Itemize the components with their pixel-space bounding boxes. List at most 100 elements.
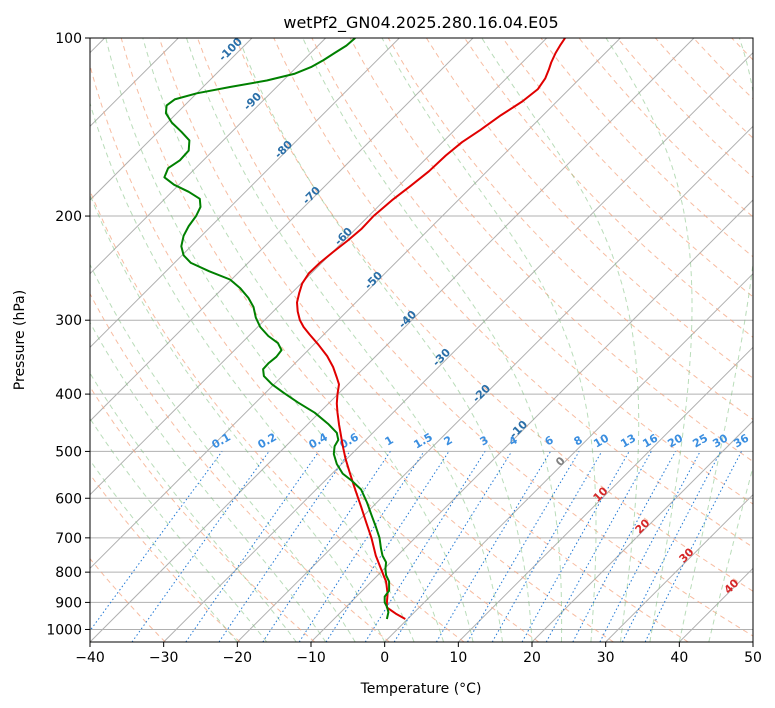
y-tick-label: 700 xyxy=(55,531,82,547)
dry-adiabat-label: -50 xyxy=(362,269,385,292)
isotherm-line xyxy=(90,38,474,422)
isotherm-line xyxy=(678,567,753,642)
dry-adiabat-label: -20 xyxy=(470,382,493,405)
dry-adiabat-label: -40 xyxy=(396,308,419,331)
moist-adiabat-line xyxy=(90,372,297,642)
moist-adiabat-line xyxy=(481,38,640,642)
isotherm-line xyxy=(90,38,621,570)
isotherm-line xyxy=(752,641,753,642)
y-tick-label: 400 xyxy=(55,387,82,403)
mixing-ratio-line xyxy=(435,451,552,642)
dry-adiabat-line xyxy=(90,292,390,642)
isotherm-line xyxy=(90,38,327,275)
mixing-ratio-label: 30 xyxy=(710,431,730,450)
mixing-ratio-line xyxy=(545,451,652,642)
dry-adiabat-line xyxy=(197,38,753,637)
mixing-ratio-label: 6 xyxy=(543,433,556,448)
isotherm-line xyxy=(457,346,753,642)
x-tick-label: −10 xyxy=(296,650,326,666)
x-tick-label: 10 xyxy=(449,650,467,666)
dry-adiabat-line xyxy=(90,189,465,642)
dry-adiabat-line xyxy=(655,38,753,139)
isotherm-line xyxy=(90,38,253,201)
mixing-ratio-line xyxy=(325,451,450,642)
mixing-ratio-label: 13 xyxy=(618,432,638,451)
moist-adiabat-line xyxy=(90,321,327,642)
x-tick-label: 0 xyxy=(380,650,389,666)
isotherm-line xyxy=(531,420,753,642)
dewpoint-line xyxy=(163,38,391,620)
moist-adiabat-line xyxy=(90,459,238,642)
x-tick-label: −30 xyxy=(149,650,179,666)
isotherm-line xyxy=(90,38,695,642)
x-tick-label: 30 xyxy=(597,650,615,666)
dry-adiabat-line xyxy=(502,38,753,298)
x-axis-label: Temperature (°C) xyxy=(360,681,482,697)
mixing-ratio-line xyxy=(621,451,722,642)
dry-adiabat-label: -30 xyxy=(430,346,453,369)
mixing-ratio-line xyxy=(218,451,351,642)
y-tick-label: 800 xyxy=(55,565,82,581)
mixing-ratio-label: 10 xyxy=(591,431,611,450)
dry-adiabat-line xyxy=(770,38,775,642)
isotherm-line xyxy=(163,51,753,642)
mixing-ratio-label: 1 xyxy=(383,433,396,448)
mixing-ratio-line xyxy=(90,451,223,632)
moist-adiabat-line xyxy=(186,38,503,642)
dry-adiabat-line xyxy=(90,385,316,642)
isotherm-line xyxy=(90,38,548,496)
mixing-ratio-label: 25 xyxy=(690,432,710,451)
dry-adiabat-label: -70 xyxy=(300,184,323,207)
y-axis-ticks: 1000 900 800 700 600 500 400 300 200 100 xyxy=(46,31,90,638)
moist-adiabat-line xyxy=(238,38,533,642)
mixing-ratio-line xyxy=(298,451,425,642)
plot-frame xyxy=(89,37,754,643)
mixing-ratio-line xyxy=(467,451,580,642)
dry-adiabat-line xyxy=(90,557,166,642)
isotherm-line xyxy=(90,38,400,349)
mixing-ratio-label: 0.4 xyxy=(307,430,331,451)
y-tick-label: 300 xyxy=(55,313,82,329)
moist-adiabat-line xyxy=(142,38,474,642)
mixing-ratio-line xyxy=(364,451,486,642)
isotherm-line xyxy=(384,272,753,642)
moist-adiabat-line xyxy=(381,38,597,642)
mixing-ratio-label: 8 xyxy=(572,433,585,448)
mixing-ratio-line xyxy=(185,451,320,642)
moist-adiabat-line xyxy=(90,417,268,642)
moist-adiabat-line xyxy=(105,38,445,642)
dry-adiabat-line xyxy=(90,473,241,642)
mixing-ratio-label: 16 xyxy=(640,431,660,450)
y-tick-label: 600 xyxy=(55,491,82,507)
dry-adiabat-line xyxy=(387,38,753,421)
sounding-series xyxy=(163,38,566,620)
temperature-line xyxy=(296,38,566,620)
mixing-ratio-label: 36 xyxy=(731,431,751,450)
dry-adiabat-line xyxy=(158,38,689,642)
mixing-ratio-label: 0.1 xyxy=(210,430,233,451)
dry-adiabat-line xyxy=(235,38,753,592)
y-tick-label: 100 xyxy=(55,31,82,47)
mixing-ratio-line xyxy=(644,451,742,642)
moist-adiabat-label: 30 xyxy=(677,545,697,565)
moist-adiabat-line xyxy=(90,193,386,642)
reference-lines xyxy=(90,38,775,642)
y-tick-label: 500 xyxy=(55,444,82,460)
mixing-ratio-line xyxy=(262,451,391,642)
y-axis-label: Pressure (hPa) xyxy=(12,290,28,390)
x-tick-label: 50 xyxy=(744,650,762,666)
moist-adiabat-line xyxy=(605,38,693,642)
dry-adiabat-label: -80 xyxy=(272,138,295,161)
mixing-ratio-label: 0.2 xyxy=(256,430,279,451)
moist-adiabat-line xyxy=(302,38,563,642)
dry-adiabat-line xyxy=(311,38,753,505)
mixing-ratio-label: 2 xyxy=(442,433,455,448)
isotherm-line xyxy=(605,493,753,642)
x-tick-label: 40 xyxy=(670,650,688,666)
dry-adiabat-line xyxy=(425,38,753,379)
dry-adiabat-line xyxy=(349,38,753,463)
x-tick-label: −20 xyxy=(223,650,253,666)
grid-lines xyxy=(90,38,753,642)
moist-adiabat-label: 10 xyxy=(591,484,611,504)
